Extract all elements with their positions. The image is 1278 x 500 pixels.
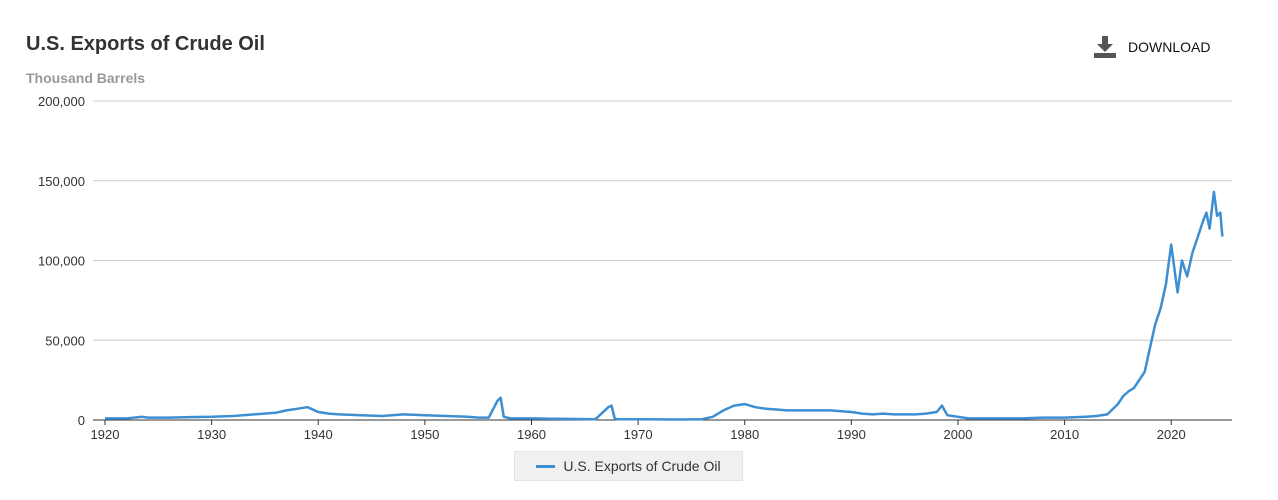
x-tick-label: 1940 (304, 427, 333, 442)
x-tick-label: 1970 (624, 427, 653, 442)
x-tick-label: 1990 (837, 427, 866, 442)
series-line (105, 190, 1224, 421)
y-tick-label: 150,000 (38, 174, 85, 189)
legend-swatch (536, 464, 556, 468)
y-tick-label: 100,000 (38, 254, 85, 269)
x-tick-label: 2020 (1157, 427, 1186, 442)
chart-title: U.S. Exports of Crude Oil (26, 33, 265, 55)
legend[interactable]: U.S. Exports of Crude Oil (514, 451, 743, 481)
series-group (105, 190, 1224, 421)
y-tick-label: 0 (78, 413, 85, 428)
x-axis: 1920 1930 1940 1950 1960 1970 1980 1990 2000 2010… (91, 419, 1232, 442)
x-tick-label: 1960 (517, 427, 546, 442)
legend-label: U.S. Exports of Crude Oil (563, 458, 721, 474)
x-tick-label: 1980 (730, 427, 759, 442)
x-tick-label: 1930 (197, 427, 226, 442)
download-button[interactable]: DOWNLOAD (1094, 36, 1210, 58)
x-tick-label: 1950 (410, 427, 439, 442)
x-tick-label: 1920 (91, 427, 120, 442)
gridlines (93, 100, 1232, 341)
download-label: DOWNLOAD (1128, 39, 1211, 55)
y-tick-label: 50,000 (45, 333, 85, 348)
x-tick-label: 2010 (1050, 427, 1079, 442)
y-axis-ticks: 0 50,000 100,000 150,000 200,000 (38, 94, 85, 428)
download-icon (1094, 36, 1116, 58)
x-tick-label: 2000 (944, 427, 973, 442)
chart-subtitle: Thousand Barrels (26, 70, 146, 86)
y-tick-label: 200,000 (38, 94, 85, 109)
